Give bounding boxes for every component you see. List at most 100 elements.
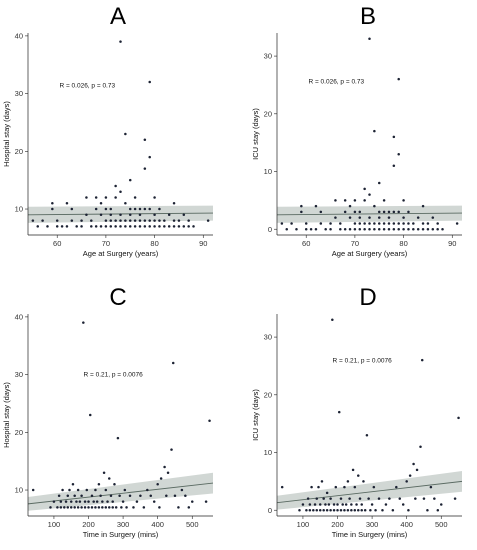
data-point [87, 500, 90, 503]
data-point [363, 199, 366, 202]
data-point [63, 506, 66, 509]
data-point [119, 40, 122, 43]
data-point [70, 207, 74, 211]
data-point [163, 219, 166, 222]
data-point [208, 419, 211, 423]
x-tick-label: 300 [117, 520, 130, 529]
data-point [184, 494, 187, 498]
data-point [377, 210, 381, 214]
data-point [94, 488, 97, 492]
data-point [426, 508, 429, 512]
panel-letter: D [359, 284, 376, 311]
data-point [149, 494, 153, 498]
data-point [377, 181, 381, 185]
data-point [51, 202, 54, 205]
data-point [398, 497, 402, 500]
data-point [119, 225, 122, 228]
data-point [65, 202, 69, 205]
panel-a: A 10 20 30 40 60 70 80 90 Age at Surgery (years) H… [2, 3, 214, 258]
data-point [325, 508, 329, 512]
data-point [325, 491, 329, 495]
data-point [419, 445, 422, 448]
x-tick-label: 70 [351, 239, 359, 248]
data-point [128, 494, 132, 498]
data-point [206, 219, 210, 222]
y-tick-label: 30 [15, 370, 23, 379]
data-point [374, 508, 377, 512]
data-point [139, 494, 142, 498]
data-point [397, 227, 400, 231]
data-point [343, 210, 347, 214]
data-point [106, 500, 109, 503]
x-tick-label: 400 [151, 520, 164, 529]
data-point [412, 227, 415, 231]
data-point [182, 213, 186, 217]
confidence-band [277, 470, 462, 510]
data-point [372, 485, 376, 489]
data-point [104, 196, 108, 199]
data-point [119, 213, 122, 217]
y-tick-label: 30 [15, 89, 23, 98]
data-point [177, 225, 181, 228]
panel-b: B 0 10 20 30 60 70 80 90 Age at Surgery (years) IC… [251, 3, 463, 258]
data-point [80, 506, 83, 509]
data-point [336, 508, 339, 512]
data-point [128, 213, 132, 217]
data-point [358, 497, 362, 500]
data-point [304, 222, 308, 225]
data-point [312, 508, 315, 512]
data-point [343, 485, 346, 489]
data-point [387, 210, 391, 214]
data-point [377, 497, 381, 500]
data-point [343, 199, 347, 202]
data-point [118, 494, 121, 498]
data-point [334, 216, 337, 219]
data-point [60, 225, 64, 228]
data-point [148, 219, 151, 222]
data-point [109, 213, 113, 217]
data-point [143, 167, 147, 170]
data-point [158, 219, 161, 222]
data-point [85, 488, 89, 492]
data-point [350, 508, 353, 512]
data-point [146, 488, 149, 492]
data-point [353, 227, 357, 231]
data-point [317, 485, 320, 489]
y-axis-title: Hospital stay (days) [2, 101, 11, 167]
y-axis-title: Hospital stay (days) [2, 382, 11, 448]
y-tick-label: 20 [15, 147, 23, 156]
data-point [59, 506, 63, 509]
data-point [128, 207, 132, 211]
x-tick-label: 100 [48, 520, 61, 529]
data-point [388, 497, 391, 500]
data-point [314, 227, 318, 231]
data-point [453, 497, 457, 500]
data-point [143, 225, 147, 228]
data-point [290, 222, 293, 225]
data-point [367, 497, 370, 500]
data-point [171, 361, 175, 365]
data-point [55, 225, 59, 228]
data-point [109, 225, 113, 228]
data-point [382, 199, 386, 202]
data-point [156, 483, 159, 486]
data-point [148, 225, 151, 228]
data-point [392, 164, 396, 167]
data-point [353, 508, 357, 512]
data-point [133, 219, 137, 222]
data-point [392, 227, 396, 231]
data-point [56, 506, 59, 509]
data-point [332, 508, 336, 512]
data-point [332, 503, 336, 506]
data-point [153, 225, 156, 228]
data-point [85, 196, 88, 199]
data-point [339, 222, 342, 225]
data-point [322, 508, 325, 512]
data-point [420, 358, 424, 362]
data-point [104, 219, 108, 222]
data-point [128, 219, 132, 222]
data-point [363, 222, 366, 225]
data-point [163, 225, 166, 228]
data-point [337, 410, 341, 414]
panel-d: D 0 10 20 30 100 200 300 400 500 Time in Surgery (… [251, 284, 463, 539]
